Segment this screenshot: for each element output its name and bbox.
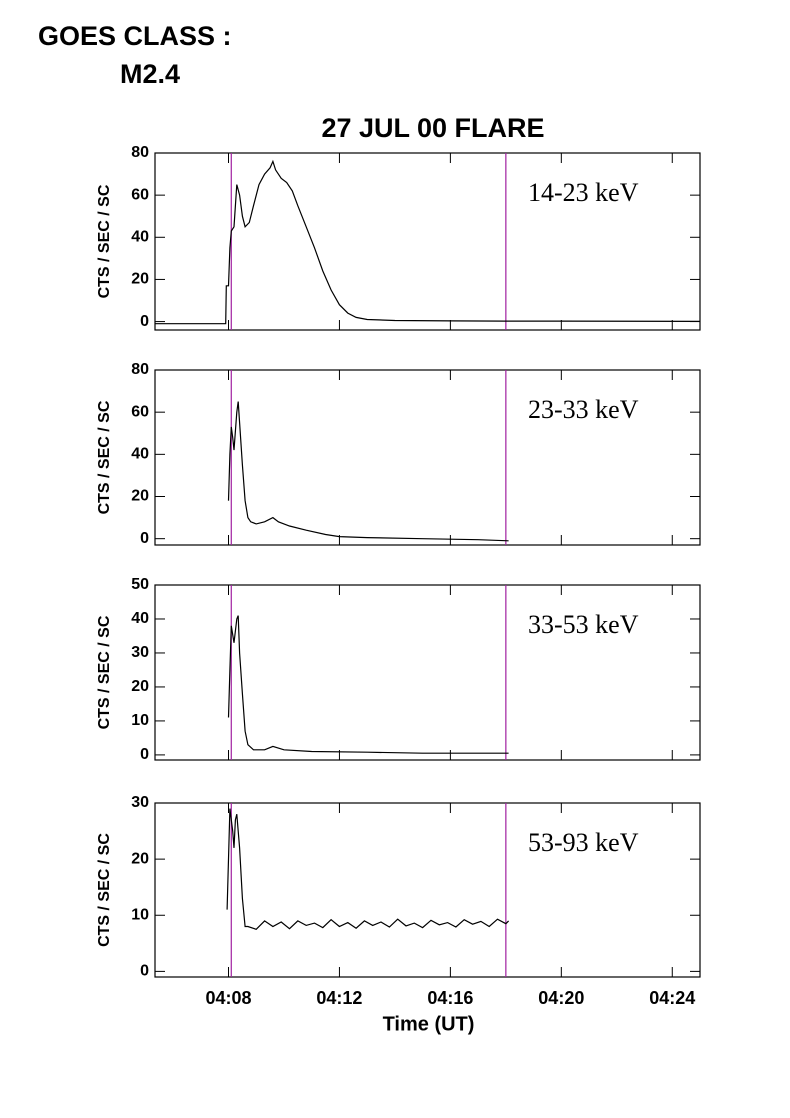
plot-frame [154, 584, 701, 761]
chart-title: 27 JUL 00 FLARE [321, 113, 544, 143]
y-tick-label: 10 [131, 906, 149, 923]
x-tick-label: 04:24 [649, 988, 695, 1008]
data-line [227, 615, 509, 754]
y-tick-label: 80 [131, 144, 149, 161]
y-axis-label: CTS / SEC / SC [96, 615, 113, 729]
y-axis-label: CTS / SEC / SC [96, 184, 113, 298]
goes-class-value: M2.4 [120, 59, 180, 89]
plot-frame [154, 802, 701, 978]
y-tick-label: 30 [131, 644, 149, 661]
y-tick-label: 40 [131, 446, 149, 463]
x-axis-label: Time (UT) [383, 1013, 475, 1035]
y-tick-label: 0 [140, 530, 149, 547]
x-tick-label: 04:20 [538, 988, 584, 1008]
x-tick-label: 04:08 [205, 988, 251, 1008]
x-tick-label: 04:16 [427, 988, 473, 1008]
data-line [226, 808, 510, 930]
data-line [155, 159, 701, 325]
x-tick-label: 04:12 [316, 988, 362, 1008]
data-line [227, 401, 509, 542]
band-label: 23-33 keV [528, 395, 639, 424]
y-tick-label: 50 [131, 576, 149, 593]
band-label: 33-53 keV [528, 610, 639, 639]
y-tick-label: 80 [131, 361, 149, 378]
y-tick-label: 30 [131, 794, 149, 811]
y-tick-label: 0 [140, 746, 149, 763]
goes-class: GOES CLASS : [38, 21, 232, 51]
band-label: 14-23 keV [528, 178, 639, 207]
y-tick-label: 40 [131, 610, 149, 627]
y-tick-label: 60 [131, 186, 149, 203]
band-label: 53-93 keV [528, 828, 639, 857]
plot-frame [154, 369, 701, 546]
y-tick-label: 10 [131, 712, 149, 729]
y-tick-label: 0 [140, 313, 149, 330]
y-tick-label: 20 [131, 488, 149, 505]
y-tick-label: 20 [131, 850, 149, 867]
plot-frame [154, 152, 701, 331]
y-tick-label: 20 [131, 271, 149, 288]
y-axis-label: CTS / SEC / SC [96, 400, 113, 514]
y-tick-label: 60 [131, 403, 149, 420]
y-tick-label: 0 [140, 963, 149, 980]
y-tick-label: 40 [131, 229, 149, 246]
y-axis-label: CTS / SEC / SC [96, 833, 113, 947]
y-tick-label: 20 [131, 678, 149, 695]
